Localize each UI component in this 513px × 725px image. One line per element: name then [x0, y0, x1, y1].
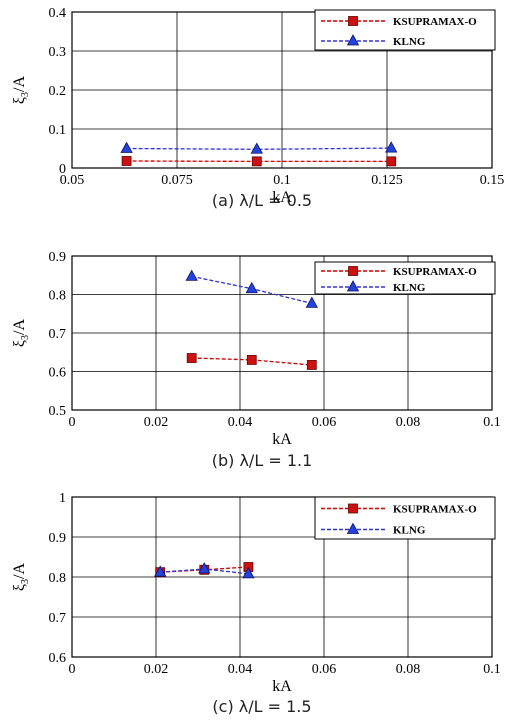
y-tick-label: 0	[59, 162, 66, 177]
y-tick-label: 0.7	[49, 611, 67, 626]
x-tick-label: 0.125	[371, 173, 403, 188]
x-tick-label: 0.04	[228, 415, 253, 430]
y-axis-label: ξ3/A	[11, 562, 31, 591]
x-tick-label: 0.15	[480, 173, 505, 188]
x-tick-label: 0.04	[228, 662, 253, 677]
legend-marker-triangle	[346, 34, 360, 46]
x-axis-label: kA	[272, 189, 292, 206]
data-point-klng	[185, 269, 198, 281]
panel-caption: (c) λ/L = 1.5	[212, 697, 311, 716]
legend-marker-square	[348, 266, 358, 276]
legend-box	[314, 261, 496, 295]
legend-label-klng: KLNG	[393, 36, 426, 48]
x-tick-label: 0.1	[273, 173, 291, 188]
data-point-ksupramax-o	[121, 156, 132, 166]
chart-panel-2: 0 0.02 0.04 0.06 0.08 0.1 0.5 0.6 0.7 0.8 0.9 kA ξ3/…	[11, 250, 501, 470]
y-tick-label: 0.4	[49, 6, 67, 21]
plot-frame	[71, 11, 493, 169]
chart-panel-3: 0 0.02 0.04 0.06 0.08 0.1 0.6 0.7 0.8 0.9 1 kA ξ3/A K…	[11, 491, 501, 716]
x-tick-label: 0.1	[483, 415, 501, 430]
plot-frame	[71, 255, 493, 411]
y-tick-label: 0.2	[49, 84, 67, 99]
data-point-ksupramax-o	[386, 156, 397, 167]
x-axis-label: kA	[272, 431, 292, 448]
y-tick-label: 0.5	[49, 404, 67, 419]
panel-caption: (a) λ/L = 0.5	[212, 191, 312, 210]
x-tick-label: 0	[69, 662, 76, 677]
data-point-klng	[154, 565, 167, 577]
plot-frame	[71, 496, 493, 658]
legend-box	[314, 496, 496, 540]
data-point-klng	[198, 562, 211, 574]
data-point-ksupramax-o	[186, 353, 197, 363]
x-tick-label: 0.02	[144, 415, 169, 430]
x-tick-label: 0.08	[396, 415, 421, 430]
y-tick-label: 0.9	[49, 250, 67, 265]
legend-label-ksupramax-o: KSUPRAMAX-O	[393, 504, 477, 516]
y-tick-label: 0.9	[49, 531, 67, 546]
legend-marker-square	[348, 503, 358, 514]
x-tick-label: 0.06	[312, 662, 337, 677]
y-tick-label: 0.6	[49, 651, 67, 666]
x-tick-label: 0.06	[312, 415, 337, 430]
x-tick-label: 0.075	[161, 173, 193, 188]
data-point-klng	[385, 141, 398, 153]
legend: KSUPRAMAX-O KLNG	[314, 9, 496, 51]
y-tick-label: 0.3	[49, 45, 67, 60]
x-tick-label: 0.1	[483, 662, 501, 677]
y-tick-label: 0.1	[49, 123, 67, 138]
x-tick-label: 0	[69, 415, 76, 430]
y-axis-label: ξ3/A	[11, 75, 31, 104]
legend: KSUPRAMAX-O KLNG	[314, 496, 496, 540]
panel-caption: (b) λ/L = 1.1	[212, 451, 313, 470]
series-line-klng	[126, 147, 392, 150]
legend-marker-triangle	[346, 522, 360, 534]
x-tick-label: 0.08	[396, 662, 421, 677]
legend-label-klng: KLNG	[393, 525, 426, 537]
x-tick-label: 0.02	[144, 662, 169, 677]
y-tick-label: 0.8	[49, 289, 67, 304]
x-tick-label: 0.05	[60, 173, 85, 188]
data-point-ksupramax-o	[251, 156, 262, 167]
legend-label-ksupramax-o: KSUPRAMAX-O	[393, 16, 477, 28]
y-tick-label: 1	[59, 491, 66, 506]
x-axis-label: kA	[272, 678, 292, 695]
legend: KSUPRAMAX-O KLNG	[314, 261, 496, 295]
data-point-klng	[250, 142, 263, 154]
legend-box	[314, 9, 496, 51]
y-tick-label: 0.6	[49, 366, 67, 381]
data-point-klng	[245, 281, 258, 294]
data-point-klng	[120, 141, 133, 153]
chart-panel-1: 0.05 0.075 0.1 0.125 0.15 0 0.1 0.2 0.3 0.4 kA ξ3/A…	[11, 6, 504, 210]
y-tick-label: 0.7	[49, 327, 67, 342]
data-point-klng	[242, 566, 255, 579]
y-axis-label: ξ3/A	[11, 318, 31, 347]
legend-label-ksupramax-o: KSUPRAMAX-O	[393, 266, 477, 278]
legend-marker-triangle	[346, 280, 360, 292]
data-point-ksupramax-o	[246, 355, 257, 365]
legend-label-klng: KLNG	[393, 282, 426, 294]
data-point-ksupramax-o	[306, 360, 317, 370]
y-tick-label: 0.8	[49, 571, 67, 586]
legend-marker-square	[348, 16, 358, 26]
data-point-klng	[305, 296, 318, 308]
